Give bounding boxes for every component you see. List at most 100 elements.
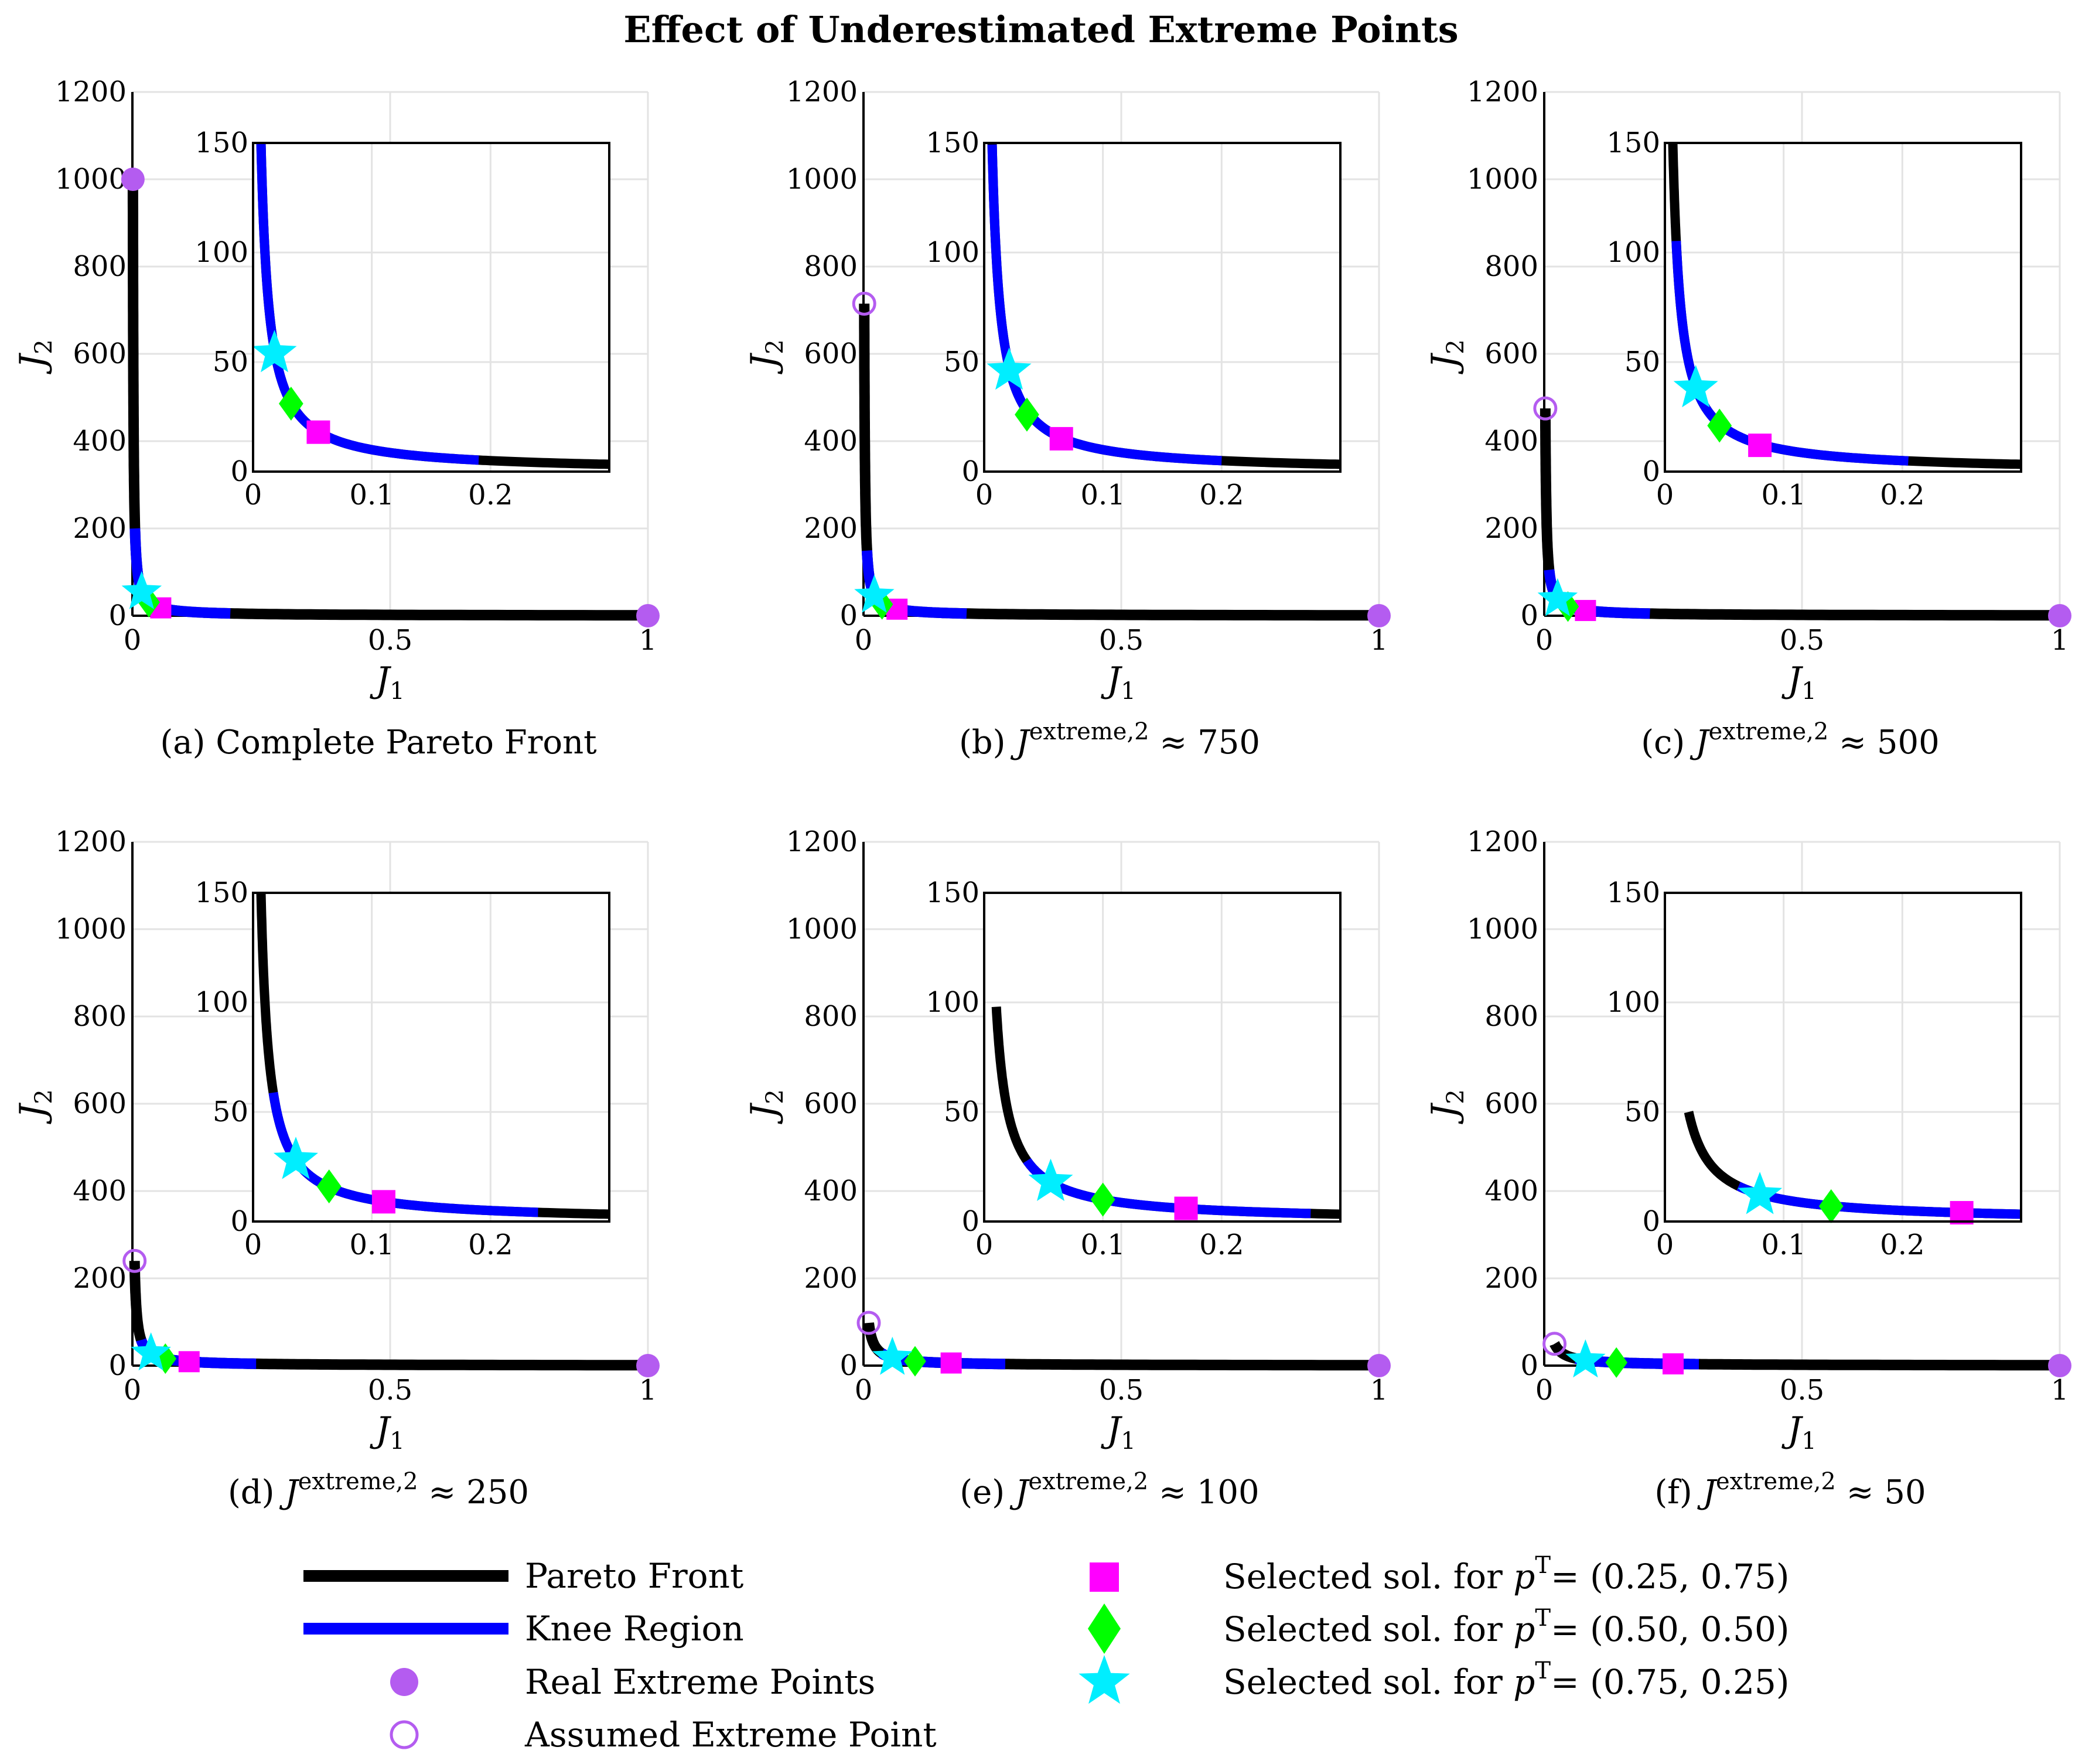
main-marker-star <box>854 574 895 613</box>
main-marker-square <box>178 1351 200 1373</box>
y-tick-label: 600 <box>1484 1087 1538 1120</box>
y-axis-label: J2 <box>1424 1089 1469 1125</box>
inset: 0 0.1 0.2 0 50 100 150 <box>194 127 610 511</box>
inset: 0 0.1 0.2 0 50 100 150 <box>926 876 1342 1261</box>
inset-frame <box>252 142 610 473</box>
main-marker-diamond <box>904 1346 926 1377</box>
real-extreme-point <box>121 168 145 191</box>
inset-y-tick-label: 100 <box>194 986 248 1019</box>
y-tick-label: 600 <box>1484 337 1538 370</box>
legend-diamond-marker <box>1088 1603 1121 1654</box>
y-tick-label: 800 <box>1484 1000 1538 1033</box>
inset-marker-diamond <box>1015 397 1039 432</box>
inset-y-tick-label: 150 <box>926 876 979 909</box>
y-tick-label: 1200 <box>1467 825 1538 858</box>
y-tick-label: 1000 <box>55 913 127 946</box>
x-tick-label: 0 <box>1535 1374 1554 1407</box>
inset-y-tick-label: 100 <box>926 986 979 1019</box>
inset-x-tick-label: 0.1 <box>349 479 394 511</box>
main-marker-square <box>1575 600 1596 622</box>
panel-caption: (f) Jextreme,2 ≈ 50 <box>1654 1468 1926 1511</box>
panel-caption: (b) Jextreme,2 ≈ 750 <box>959 718 1260 762</box>
y-tick-label: 600 <box>73 337 127 370</box>
inset-x-tick-label: 0.2 <box>468 1229 513 1261</box>
assumed-extreme-point <box>1542 1332 1567 1356</box>
x-axis-label: J1 <box>369 1410 405 1455</box>
inset-marker-diamond <box>1090 1182 1115 1217</box>
y-tick-label: 800 <box>804 1000 858 1033</box>
inset-y-tick-label: 50 <box>213 1096 248 1128</box>
y-tick-label: 800 <box>804 250 858 283</box>
y-tick-label: 0 <box>1520 1349 1538 1382</box>
inset-marker-diamond <box>278 387 303 421</box>
inset-y-tick-label: 50 <box>944 346 979 378</box>
y-tick-label: 1000 <box>786 163 858 196</box>
y-tick-label: 0 <box>108 1349 127 1382</box>
inset-x-tick-label: 0 <box>1656 1229 1674 1261</box>
inset-y-tick-label: 150 <box>1606 876 1660 909</box>
main-marker-square <box>940 1352 962 1374</box>
real-extreme-point <box>1367 1354 1391 1377</box>
inset-background <box>1665 893 2021 1222</box>
panel-caption: (a) Complete Pareto Front <box>160 724 597 762</box>
panel-c: 0 0.5 1 0 200 400 600 800 1000 1200 J1 J2 0 0.1 0.2 0 50… <box>1424 76 2071 762</box>
y-tick-label: 400 <box>73 425 127 458</box>
inset: 0 0.1 0.2 0 50 100 150 <box>194 876 610 1261</box>
inset: 0 0.1 0.2 0 50 100 150 <box>1606 127 2022 511</box>
inset-marker-diamond <box>1818 1189 1844 1223</box>
panel-caption: (c) Jextreme,2 ≈ 500 <box>1641 718 1940 762</box>
inset-x-tick-label: 0 <box>1656 479 1674 511</box>
y-tick-label: 200 <box>1484 512 1538 545</box>
inset-frame <box>1664 892 2022 1223</box>
inset-marker-square <box>1174 1196 1198 1220</box>
y-tick-label: 1200 <box>55 825 127 858</box>
panel-d: 0 0.5 1 0 200 400 600 800 1000 1200 J1 J2 0 0.1 0.2 0 50… <box>12 825 660 1511</box>
inset-background <box>984 893 1340 1222</box>
y-tick-label: 200 <box>804 512 858 545</box>
panel-a: 0 0.5 1 0 200 400 600 800 1000 1200 J1 J2 0 0.1 0.2 0 50… <box>12 76 660 762</box>
inset-y-tick-label: 0 <box>1642 1205 1660 1238</box>
y-axis-label: J2 <box>1424 339 1469 375</box>
x-tick-label: 0 <box>124 624 142 657</box>
x-tick-label: 0 <box>124 1374 142 1407</box>
y-tick-label: 0 <box>839 1349 858 1382</box>
y-tick-label: 400 <box>1484 425 1538 458</box>
inset-marker-square <box>371 1190 395 1214</box>
y-tick-label: 600 <box>804 337 858 370</box>
panel-caption: (d) Jextreme,2 ≈ 250 <box>228 1468 529 1511</box>
y-tick-label: 1000 <box>55 163 127 196</box>
y-axis-label: J2 <box>12 339 57 375</box>
legend-selected-label: Selected sol. for pT= (0.25, 0.75) <box>1223 1552 1790 1596</box>
y-tick-label: 1000 <box>1467 163 1538 196</box>
y-tick-label: 0 <box>839 599 858 632</box>
y-tick-label: 1200 <box>786 76 858 108</box>
inset-y-tick-label: 50 <box>1624 346 1660 378</box>
y-tick-label: 600 <box>73 1087 127 1120</box>
y-tick-label: 1000 <box>786 913 858 946</box>
pareto-front <box>129 1261 649 1371</box>
y-tick-label: 800 <box>1484 250 1538 283</box>
inset-y-tick-label: 100 <box>1606 986 1660 1019</box>
y-tick-label: 0 <box>108 599 127 632</box>
inset-y-tick-label: 100 <box>1606 236 1660 269</box>
main-marker-star <box>1537 578 1578 616</box>
x-axis-label: J1 <box>1100 660 1136 705</box>
inset-marker-square <box>1748 434 1772 458</box>
y-tick-label: 0 <box>1520 599 1538 632</box>
inset-marker-diamond <box>1707 408 1732 443</box>
y-axis-label: J2 <box>743 1089 789 1125</box>
inset-y-tick-label: 100 <box>926 236 979 269</box>
inset-y-tick-label: 50 <box>1624 1096 1660 1128</box>
legend: Pareto Front Knee Region Real Extreme Poin… <box>303 1552 1790 1755</box>
legend-selected-label: Selected sol. for pT= (0.50, 0.50) <box>1223 1605 1790 1649</box>
real-extreme-point <box>2048 1354 2071 1377</box>
y-tick-label: 200 <box>73 1262 127 1295</box>
x-tick-label: 1 <box>1370 1374 1388 1407</box>
inset-y-tick-label: 150 <box>926 127 979 159</box>
real-extreme-point <box>636 604 660 627</box>
x-tick-label: 1 <box>639 624 657 657</box>
inset-marker-star <box>987 347 1032 390</box>
y-tick-label: 200 <box>73 512 127 545</box>
legend-pareto-label: Pareto Front <box>525 1556 743 1596</box>
